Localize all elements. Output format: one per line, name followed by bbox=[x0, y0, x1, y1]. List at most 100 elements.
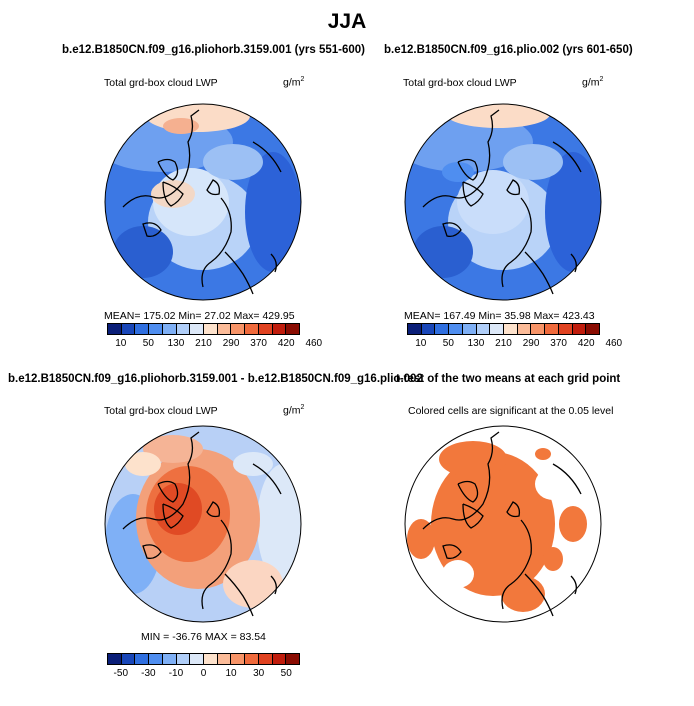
main-title: JJA bbox=[327, 10, 367, 33]
colorbar-tick-label: 130 bbox=[467, 338, 485, 349]
colorbar-swatch bbox=[545, 324, 559, 334]
colorbar-swatch bbox=[286, 324, 300, 334]
colorbar-swatch bbox=[572, 324, 587, 334]
colorbar-swatch bbox=[558, 324, 573, 334]
colorbar-swatch bbox=[231, 324, 246, 334]
colorbar-swatch bbox=[586, 324, 600, 334]
field-patch bbox=[223, 560, 283, 608]
colorbar-swatch bbox=[231, 654, 246, 664]
significant-region bbox=[543, 547, 563, 571]
colorbar-tick-label: 370 bbox=[250, 338, 267, 349]
colorbar-tick-label: 10 bbox=[115, 338, 127, 349]
colorbar-swatch bbox=[190, 654, 205, 664]
colorbar-tick-label: 50 bbox=[142, 338, 154, 349]
panel-1-variable-label: Total grd-box cloud LWP bbox=[104, 77, 218, 89]
colorbar-swatch bbox=[162, 654, 177, 664]
colorbar-swatch bbox=[190, 324, 205, 334]
panel-4-polar-map bbox=[404, 425, 602, 623]
field-patch bbox=[151, 180, 195, 208]
colorbar-swatch bbox=[531, 324, 546, 334]
colorbar-tick-label: 210 bbox=[195, 338, 212, 349]
field-patch bbox=[413, 226, 473, 278]
panel-1-title: b.e12.B1850CN.f09_g16.pliohorb.3159.001 … bbox=[62, 44, 365, 56]
colorbar-swatch bbox=[121, 654, 136, 664]
colorbar-tick-label: 420 bbox=[277, 338, 295, 349]
significant-region bbox=[439, 441, 507, 477]
panel-3-stats: MIN = -36.76 MAX = 83.54 bbox=[141, 631, 266, 643]
significant-region bbox=[535, 448, 551, 460]
colorbar-panel-1 bbox=[107, 323, 300, 335]
field-patch bbox=[203, 144, 263, 180]
insignificant-gap bbox=[442, 560, 474, 588]
colorbar-tick-label: 420 bbox=[577, 338, 595, 349]
panel-3-units: g/m2 bbox=[283, 404, 305, 417]
coastlines bbox=[422, 431, 582, 617]
insignificant-gap bbox=[535, 468, 571, 500]
colorbar-swatch bbox=[258, 654, 273, 664]
field-patch bbox=[163, 118, 199, 134]
panel-4-significance-label: Colored cells are significant at the 0.0… bbox=[408, 405, 614, 417]
significant-region bbox=[431, 452, 555, 596]
colorbar-swatch bbox=[204, 324, 218, 334]
colorbar-tick-label: 30 bbox=[253, 668, 265, 679]
panel-1-units: g/m2 bbox=[283, 76, 305, 89]
colorbar-tick-label: -50 bbox=[113, 668, 129, 679]
colorbar-swatch bbox=[286, 654, 300, 664]
colorbar-swatch bbox=[149, 324, 163, 334]
colorbar-swatch bbox=[204, 654, 218, 664]
colorbar-swatch bbox=[121, 324, 136, 334]
field-patch bbox=[503, 144, 563, 180]
colorbar-swatch bbox=[504, 324, 518, 334]
colorbar-tick-label: 130 bbox=[167, 338, 185, 349]
panel-4-title: t-test of the two means at each grid poi… bbox=[396, 373, 621, 385]
colorbar-panel-2 bbox=[407, 323, 600, 335]
colorbar-panel-3 bbox=[107, 653, 300, 665]
colorbar-tick-label: 10 bbox=[225, 668, 237, 679]
colorbar-swatch bbox=[217, 324, 232, 334]
colorbar-swatch bbox=[258, 324, 273, 334]
colorbar-tick-label: 210 bbox=[495, 338, 512, 349]
colorbar-swatch bbox=[217, 654, 232, 664]
colorbar-tick-label: 370 bbox=[550, 338, 567, 349]
panel-1-stats: MEAN= 175.02 Min= 27.02 Max= 429.95 bbox=[104, 310, 295, 322]
colorbar-swatch bbox=[435, 324, 450, 334]
panel-2-variable-label: Total grd-box cloud LWP bbox=[403, 77, 517, 89]
field-patch bbox=[245, 152, 301, 272]
coastlines bbox=[122, 109, 282, 295]
colorbar-tick-label: 460 bbox=[605, 338, 623, 349]
colorbar-swatch bbox=[517, 324, 532, 334]
field-patch bbox=[545, 152, 601, 272]
panel-2-stats: MEAN= 167.49 Min= 35.98 Max= 423.43 bbox=[404, 310, 595, 322]
colorbar-swatch bbox=[176, 324, 191, 334]
panel-3-polar-map bbox=[104, 425, 302, 623]
colorbar-swatch bbox=[408, 324, 422, 334]
colorbar-tick-label: 10 bbox=[415, 338, 427, 349]
colorbar-swatch bbox=[272, 324, 287, 334]
colorbar-swatch bbox=[135, 324, 150, 334]
colorbar-swatch bbox=[108, 654, 122, 664]
colorbar-tick-label: -30 bbox=[141, 668, 156, 679]
panel-3-variable-label: Total grd-box cloud LWP bbox=[104, 405, 218, 417]
colorbar-swatch bbox=[162, 324, 177, 334]
colorbar-tick-label: 50 bbox=[280, 668, 292, 679]
panel-2-title: b.e12.B1850CN.f09_g16.plio.002 (yrs 601-… bbox=[384, 44, 633, 56]
colorbar-swatch bbox=[149, 654, 163, 664]
colorbar-swatch bbox=[176, 654, 191, 664]
colorbar-swatch bbox=[108, 324, 122, 334]
colorbar-tick-label: 0 bbox=[200, 668, 207, 679]
significant-region bbox=[501, 576, 545, 612]
colorbar-tick-label: -10 bbox=[168, 668, 184, 679]
field-patch bbox=[113, 226, 173, 278]
colorbar-swatch bbox=[245, 654, 259, 664]
colorbar-swatch bbox=[462, 324, 477, 334]
field-patch bbox=[442, 162, 474, 182]
panel-2-units: g/m2 bbox=[582, 76, 604, 89]
field-patch bbox=[125, 452, 161, 476]
colorbar-swatch bbox=[490, 324, 505, 334]
colorbar-tick-label: 290 bbox=[522, 338, 540, 349]
panel-1-polar-map bbox=[104, 103, 302, 301]
colorbar-swatch bbox=[245, 324, 259, 334]
colorbar-swatch bbox=[135, 654, 150, 664]
colorbar-swatch bbox=[476, 324, 491, 334]
colorbar-tick-label: 460 bbox=[305, 338, 323, 349]
